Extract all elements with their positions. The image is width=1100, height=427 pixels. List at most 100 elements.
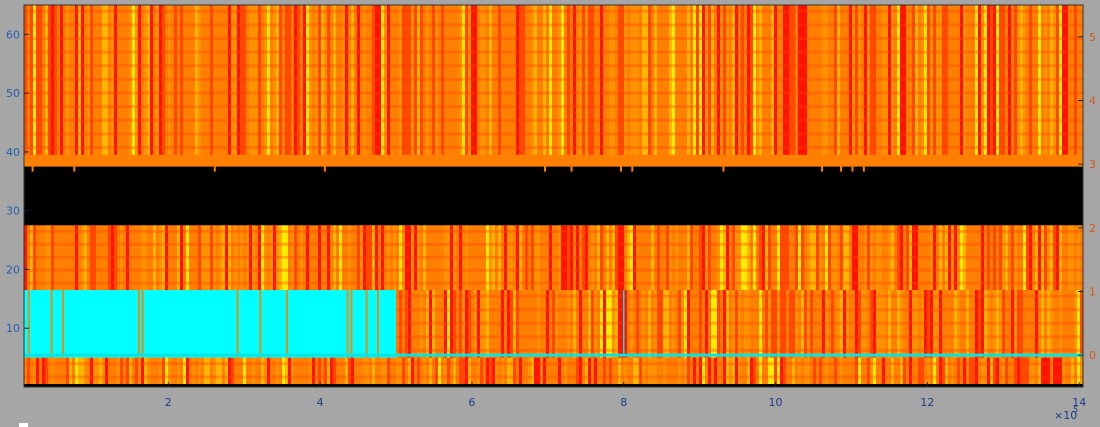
heat-streak xyxy=(780,225,783,291)
heat-row xyxy=(24,308,1083,312)
heat-streak xyxy=(372,357,375,385)
heat-streak xyxy=(132,5,135,155)
heat-streak xyxy=(825,225,828,291)
heat-streak xyxy=(186,357,189,385)
heat-streak xyxy=(876,225,879,291)
heat-streak xyxy=(927,290,930,358)
heat-streak xyxy=(516,5,519,155)
heat-streak xyxy=(993,357,996,385)
heat-streak xyxy=(480,290,483,358)
heat-streak xyxy=(642,357,645,385)
gap-speckle xyxy=(631,166,634,172)
heat-streak xyxy=(399,290,402,358)
heat-streak xyxy=(306,225,309,291)
heat-streak xyxy=(252,5,255,155)
x-scale-label: ×10 xyxy=(1054,409,1077,422)
heat-row xyxy=(24,50,1083,54)
heat-streak xyxy=(537,357,540,385)
heat-streak xyxy=(489,225,492,291)
heat-streak xyxy=(951,357,954,385)
heat-streak xyxy=(699,290,702,358)
y-left-tick-label-60: 60 xyxy=(6,28,20,41)
heat-streak xyxy=(939,5,942,155)
heat-streak xyxy=(621,5,624,155)
overlay-streak xyxy=(27,290,30,358)
heat-streak xyxy=(882,290,885,358)
heat-streak xyxy=(867,5,870,155)
heat-streak xyxy=(126,357,129,385)
heat-streak xyxy=(663,357,666,385)
heat-streak xyxy=(471,5,474,155)
heat-streak xyxy=(870,357,873,385)
heat-streak xyxy=(819,357,822,385)
heat-streak xyxy=(573,290,576,358)
heat-streak xyxy=(885,5,888,155)
heat-streak xyxy=(630,5,633,155)
y-right-tick-label-2: 2 xyxy=(1089,222,1096,235)
heat-streak xyxy=(1038,225,1041,291)
heat-streak xyxy=(546,290,549,358)
heat-streak xyxy=(36,357,39,385)
heat-streak xyxy=(378,5,381,155)
heat-streak xyxy=(531,5,534,155)
heat-streak xyxy=(726,225,729,291)
heat-streak xyxy=(594,290,597,358)
heat-streak xyxy=(705,290,708,358)
heat-streak xyxy=(387,225,390,291)
heat-streak xyxy=(687,357,690,385)
heat-streak xyxy=(531,357,534,385)
heat-streak xyxy=(438,357,441,385)
heat-streak xyxy=(846,290,849,358)
heat-streak xyxy=(681,290,684,358)
heat-streak xyxy=(162,357,165,385)
heat-streak xyxy=(333,225,336,291)
heat-streak xyxy=(804,357,807,385)
overlay-fill xyxy=(24,290,396,358)
heat-streak xyxy=(408,5,411,155)
heat-streak xyxy=(33,357,36,385)
heat-streak xyxy=(192,357,195,385)
x-tick-label-8: 8 xyxy=(620,396,627,409)
heat-streak xyxy=(156,5,159,155)
heat-streak xyxy=(450,290,453,358)
band-floor xyxy=(24,384,1083,387)
heat-streak xyxy=(984,290,987,358)
heat-streak xyxy=(1056,357,1059,385)
heat-streak xyxy=(783,5,786,155)
heat-streak xyxy=(147,5,150,155)
heat-streak xyxy=(789,5,792,155)
heat-streak xyxy=(1005,357,1008,385)
heat-streak xyxy=(474,290,477,358)
heat-streak xyxy=(117,357,120,385)
heat-streak xyxy=(492,225,495,291)
heat-streak xyxy=(585,357,588,385)
heat-streak xyxy=(39,5,42,155)
heat-streak xyxy=(291,357,294,385)
heat-streak xyxy=(459,290,462,358)
heat-streak xyxy=(228,225,231,291)
heat-streak xyxy=(774,357,777,385)
heat-streak xyxy=(558,225,561,291)
heat-streak xyxy=(873,357,876,385)
heat-streak xyxy=(1041,290,1044,358)
heat-streak xyxy=(507,357,510,385)
heat-streak xyxy=(957,357,960,385)
heat-streak xyxy=(729,357,732,385)
heat-streak xyxy=(264,5,267,155)
heat-streak xyxy=(798,357,801,385)
heat-streak xyxy=(282,225,285,291)
heat-streak xyxy=(363,5,366,155)
heat-streak xyxy=(987,5,990,155)
heat-streak xyxy=(903,5,906,155)
heat-streak xyxy=(957,290,960,358)
heat-streak xyxy=(924,290,927,358)
heat-streak xyxy=(1017,357,1020,385)
heat-streak xyxy=(975,357,978,385)
heat-streak xyxy=(24,5,27,155)
heat-streak xyxy=(924,5,927,155)
heat-streak xyxy=(162,5,165,155)
heat-streak xyxy=(720,5,723,155)
heat-streak xyxy=(414,225,417,291)
heat-streak xyxy=(225,357,228,385)
